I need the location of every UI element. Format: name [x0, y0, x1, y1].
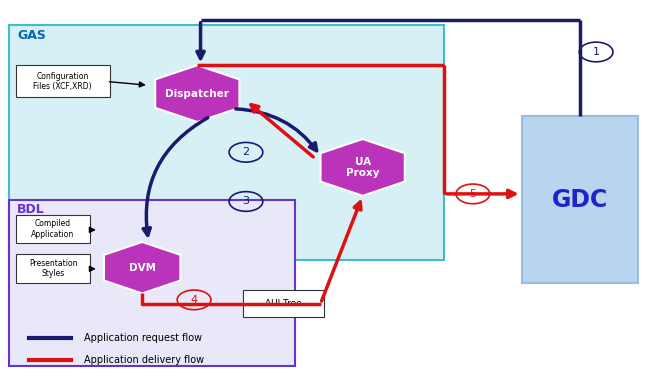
Text: 3: 3	[243, 197, 249, 207]
Text: UA
Proxy: UA Proxy	[346, 157, 379, 178]
Text: Compiled
Application: Compiled Application	[31, 219, 75, 238]
Text: DVM: DVM	[129, 263, 156, 273]
Polygon shape	[320, 139, 405, 196]
Text: 2: 2	[243, 147, 250, 157]
Text: GAS: GAS	[17, 29, 46, 42]
Text: Presentation
Styles: Presentation Styles	[29, 259, 77, 278]
Text: Application delivery flow: Application delivery flow	[84, 355, 204, 365]
FancyBboxPatch shape	[16, 215, 90, 243]
Text: Configuration
Files (XCF,XRD): Configuration Files (XCF,XRD)	[33, 71, 92, 91]
Text: Dispatcher: Dispatcher	[165, 89, 230, 99]
FancyBboxPatch shape	[16, 65, 110, 98]
Text: GDC: GDC	[552, 187, 608, 212]
FancyBboxPatch shape	[16, 255, 90, 283]
Text: AUI Tree: AUI Tree	[265, 299, 301, 308]
FancyBboxPatch shape	[243, 290, 324, 317]
Text: 4: 4	[190, 295, 198, 305]
Text: 1: 1	[593, 47, 600, 57]
FancyBboxPatch shape	[521, 116, 638, 283]
Text: Application request flow: Application request flow	[84, 333, 202, 343]
FancyBboxPatch shape	[9, 25, 443, 260]
Polygon shape	[104, 242, 181, 293]
Polygon shape	[155, 65, 239, 122]
FancyBboxPatch shape	[9, 200, 294, 366]
Text: 5: 5	[470, 189, 476, 199]
Text: BDL: BDL	[17, 204, 44, 216]
